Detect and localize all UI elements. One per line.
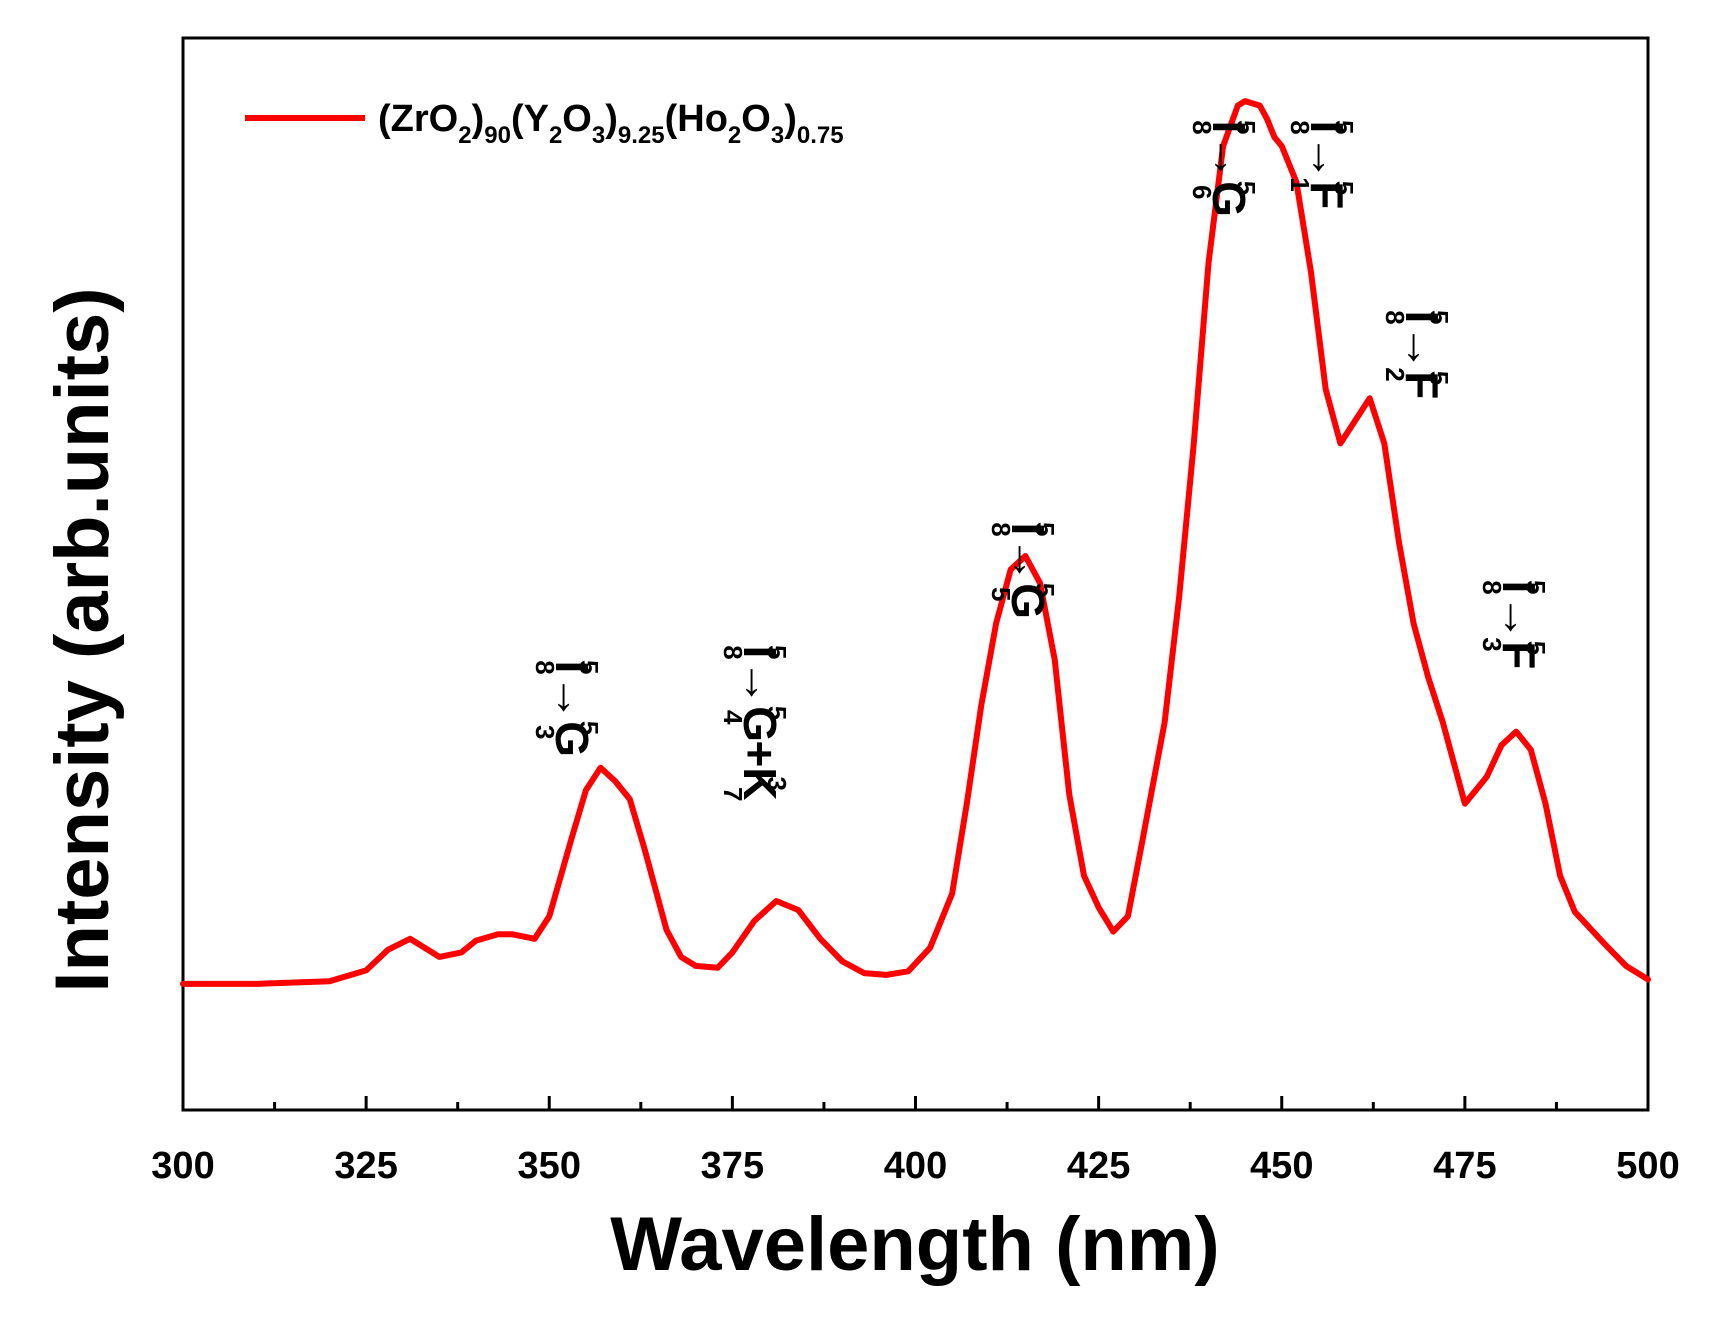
x-tick-label: 325 — [334, 1145, 397, 1187]
x-tick-label: 350 — [518, 1145, 581, 1187]
legend-text-part: ) — [784, 98, 797, 140]
x-tick-label: 375 — [701, 1145, 764, 1187]
legend-text-sub: 2 — [458, 122, 471, 149]
x-tick-label: 500 — [1616, 1145, 1679, 1187]
annotation-I8-F2: 5I8→5F2 — [1380, 310, 1454, 399]
legend-text-sub: 90 — [484, 122, 511, 149]
x-axis-tick-labels: 300 325 350 375 400 425 450 475 500 — [151, 1145, 1679, 1187]
annotations: 5I8→5G3 5I8→5G4+K37 5I8→5G5 5I8→5G6 5I8→… — [530, 120, 1551, 801]
x-tick-label: 300 — [151, 1145, 214, 1187]
series-line — [180, 98, 1651, 987]
legend-text-sub: 3 — [771, 122, 784, 149]
legend-text-sub: 2 — [549, 122, 562, 149]
legend-text-part: O — [562, 98, 592, 140]
annotation-I8-G5: 5I8→5G5 — [986, 522, 1060, 619]
legend-text-sub: 0.75 — [797, 122, 844, 149]
x-axis-ticks — [181, 1096, 1650, 1110]
legend-text-part: O — [741, 98, 771, 140]
x-tick-label: 425 — [1067, 1145, 1130, 1187]
annotation-I8-G4-K7: 5I8→5G4+K37 — [718, 645, 792, 801]
x-tick-label: 450 — [1250, 1145, 1313, 1187]
legend-text-sub: 9.25 — [618, 122, 665, 149]
legend-text-part: ) — [472, 98, 485, 140]
legend-text-part: (Ho — [665, 98, 728, 140]
legend-text-sub: 3 — [592, 122, 605, 149]
annotation-I8-G3: 5I8→5G3 — [530, 660, 604, 757]
legend-label: (ZrO2)90(Y2O3)9.25(Ho2O3)0.75 — [378, 98, 844, 149]
y-axis-title: Intensity (arb.units) — [40, 287, 125, 992]
annotation-I8-G6: 5I8→5G6 — [1187, 120, 1261, 217]
legend: (ZrO2)90(Y2O3)9.25(Ho2O3)0.75 — [245, 98, 844, 149]
legend-text-part: ) — [605, 98, 618, 140]
legend-text-part: (ZrO — [378, 98, 458, 140]
x-axis-title: Wavelength (nm) — [610, 1202, 1219, 1287]
x-tick-label: 475 — [1433, 1145, 1496, 1187]
annotation-I8-F1: 5I8→5F1 — [1285, 120, 1359, 209]
legend-text-part: (Y — [511, 98, 549, 140]
legend-text-sub: 2 — [728, 122, 741, 149]
annotation-I8-F3: 5I8→5F3 — [1477, 580, 1551, 669]
x-tick-label: 400 — [884, 1145, 947, 1187]
